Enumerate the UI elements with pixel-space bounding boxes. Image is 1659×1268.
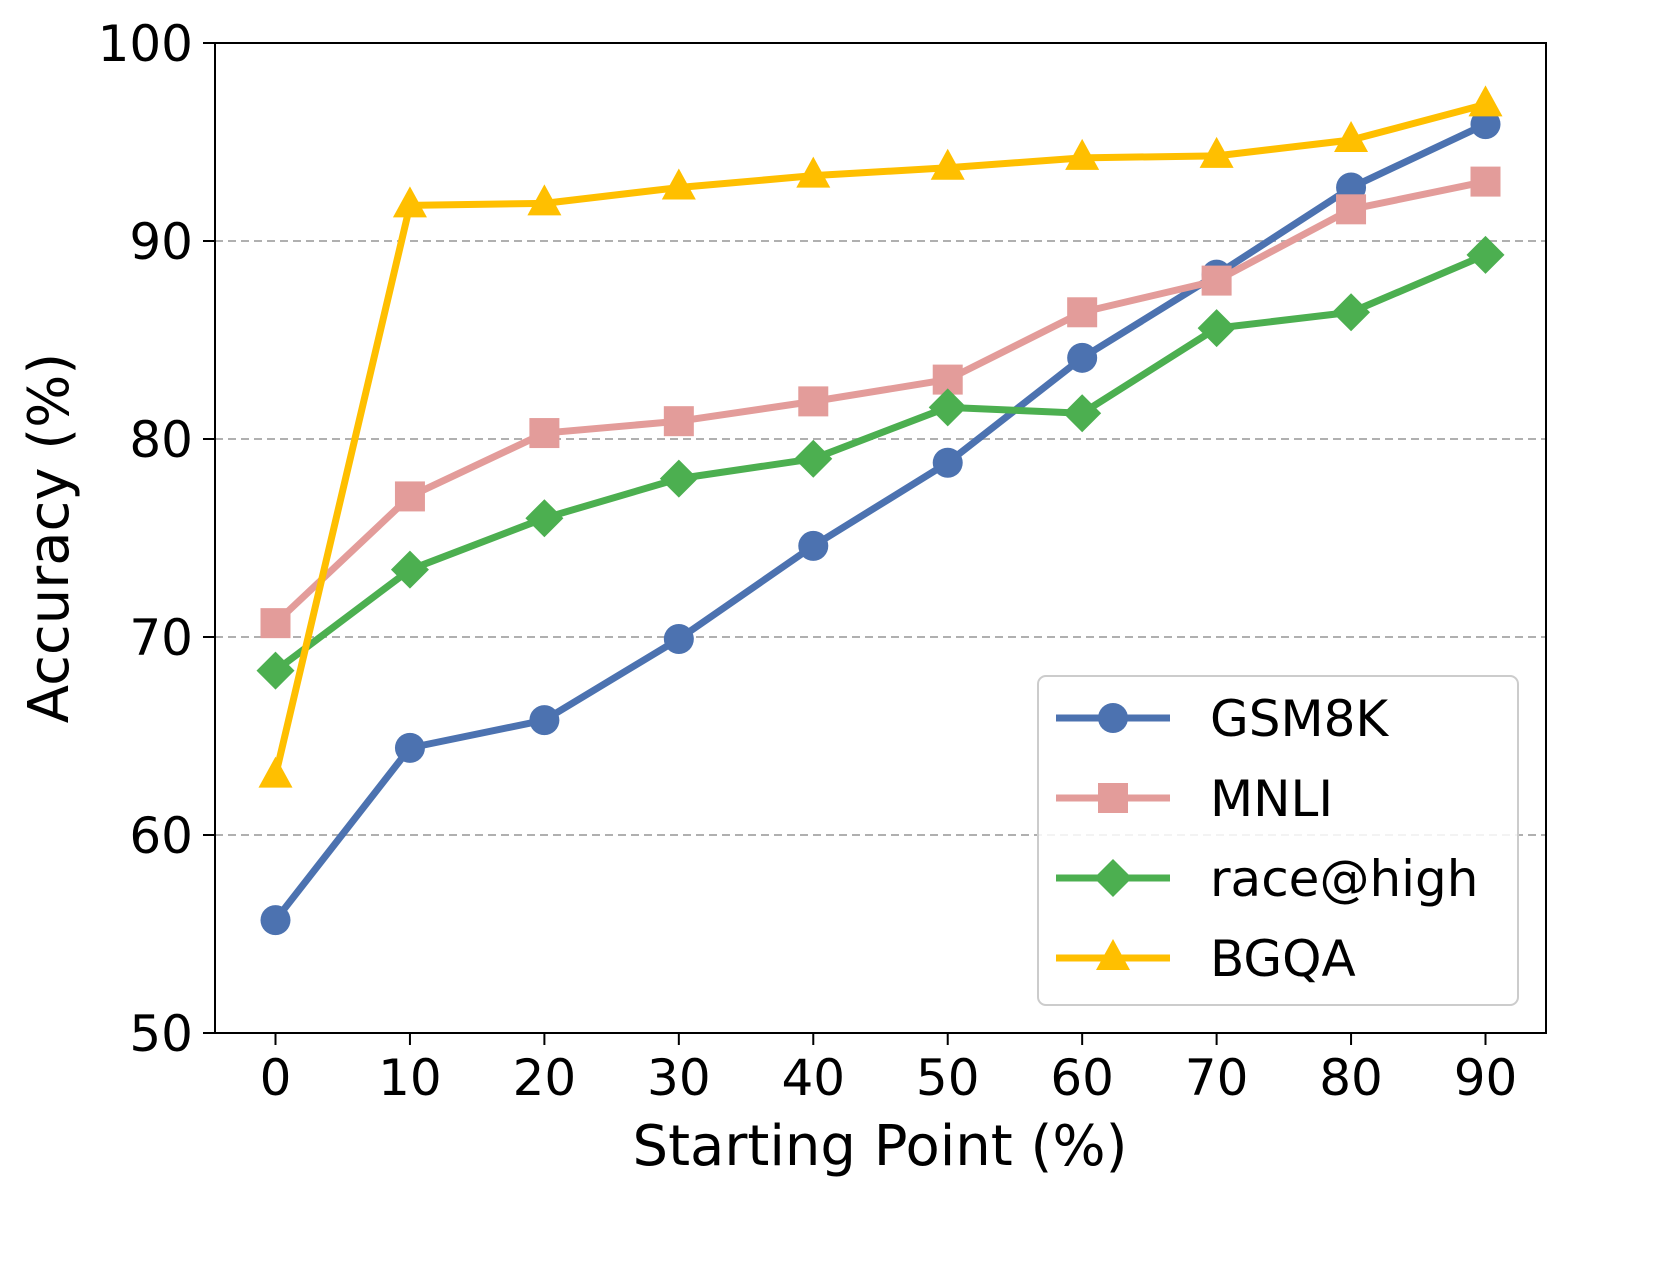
data-point [256, 651, 295, 690]
legend-entry: race@high [1056, 850, 1478, 908]
x-axis-label: Starting Point (%) [633, 1114, 1128, 1179]
data-point [260, 608, 291, 639]
data-point [529, 418, 560, 449]
data-point [1468, 85, 1503, 117]
data-point [394, 732, 425, 763]
series-group [256, 85, 1505, 936]
y-axis: 50 60 70 80 90 100 [98, 15, 215, 1063]
data-point [1199, 136, 1234, 168]
y-tick-label: 70 [129, 609, 193, 667]
legend-label: GSM8K [1210, 690, 1389, 748]
data-point [1201, 265, 1232, 296]
plot-frame [214, 42, 1547, 1034]
data-point [260, 905, 291, 936]
data-point [932, 447, 963, 478]
legend-entry: BGQA [1056, 930, 1356, 988]
series-mnli [260, 166, 1501, 639]
data-point [930, 148, 965, 180]
data-point [1466, 235, 1505, 274]
data-point [258, 756, 293, 788]
legend-marker [1098, 783, 1128, 813]
x-tick-label: 50 [916, 1049, 980, 1107]
data-point [796, 156, 831, 188]
x-tick-label: 80 [1319, 1049, 1383, 1107]
legend-marker [1094, 859, 1132, 897]
data-point [527, 184, 562, 216]
data-point [525, 499, 564, 538]
x-tick-label: 40 [781, 1049, 845, 1107]
legend: GSM8K MNLI race@high BGQA [1037, 675, 1519, 1006]
legend-marker [1096, 939, 1130, 970]
data-point [659, 459, 698, 498]
series-line [273, 251, 1487, 674]
legend-entry: GSM8K [1056, 690, 1389, 748]
x-tick-label: 30 [647, 1049, 711, 1107]
data-point [1067, 297, 1098, 328]
series-line [272, 100, 1487, 777]
x-tick-label: 0 [260, 1049, 292, 1107]
data-point [394, 481, 425, 512]
x-tick-label: 20 [513, 1049, 577, 1107]
legend-marker [1098, 703, 1128, 733]
y-tick-label: 90 [129, 213, 193, 271]
series-line [273, 178, 1487, 626]
x-tick-label: 10 [378, 1049, 442, 1107]
y-tick-label: 50 [129, 1005, 193, 1063]
data-point [1470, 166, 1501, 197]
data-point [1067, 342, 1098, 373]
data-point [794, 439, 833, 478]
y-axis-label: Accuracy (%) [17, 353, 82, 723]
data-point [798, 386, 829, 417]
series-bgqa [258, 85, 1503, 788]
x-axis: 0 10 20 30 40 50 60 70 80 90 [260, 1033, 1518, 1107]
data-point [798, 530, 829, 561]
data-point [928, 388, 967, 427]
legend-label: MNLI [1210, 770, 1333, 828]
data-point [1332, 293, 1371, 332]
legend-entry: MNLI [1056, 770, 1333, 828]
x-tick-label: 90 [1454, 1049, 1518, 1107]
data-point [390, 550, 429, 589]
legend-label: race@high [1210, 850, 1478, 908]
data-point [392, 186, 427, 218]
y-tick-label: 80 [129, 411, 193, 469]
data-point [529, 705, 560, 736]
data-point [1065, 138, 1100, 170]
data-point [1334, 121, 1369, 153]
legend-label: BGQA [1210, 930, 1356, 988]
legend-box [1037, 675, 1519, 1006]
x-tick-label: 70 [1185, 1049, 1249, 1107]
y-tick-label: 100 [98, 15, 193, 73]
data-point [1063, 394, 1102, 433]
y-tick-label: 60 [129, 807, 193, 865]
data-point [663, 623, 694, 654]
data-point [1336, 194, 1367, 225]
series-line [272, 121, 1487, 923]
x-tick-label: 60 [1050, 1049, 1114, 1107]
data-point [661, 168, 696, 200]
data-point [663, 406, 694, 437]
series-race-high [256, 235, 1505, 690]
data-point [1197, 309, 1236, 348]
data-point [1470, 109, 1501, 140]
